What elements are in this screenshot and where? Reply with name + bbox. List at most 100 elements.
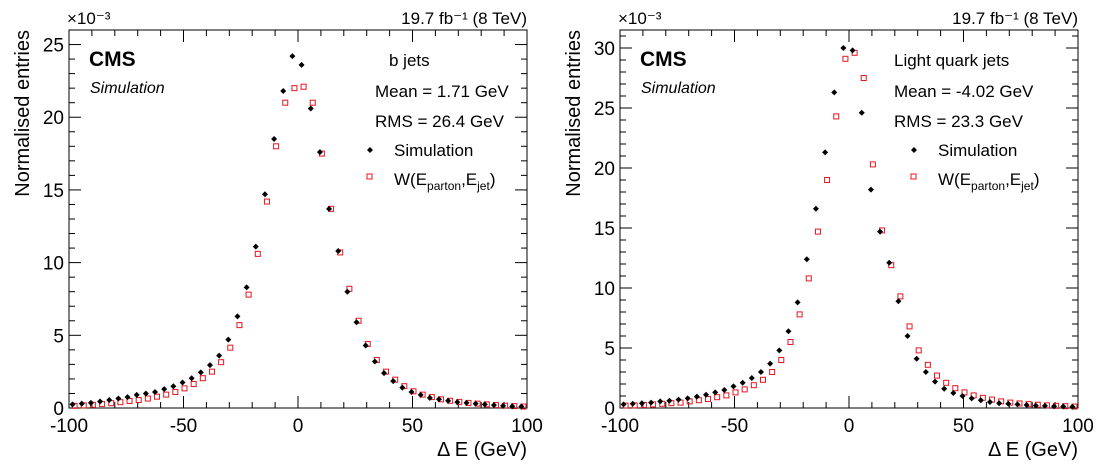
left-sim-point — [298, 61, 305, 68]
left-sim-point — [124, 394, 131, 401]
left-sim-point — [69, 401, 76, 408]
left-sim-point — [490, 402, 497, 409]
left-sim-point — [344, 288, 351, 295]
right-w-point — [759, 376, 766, 383]
left-sim-point — [225, 336, 232, 343]
left-x-tick-label: -100 — [50, 416, 88, 437]
left-sim-point — [362, 342, 369, 349]
right-sim-point — [794, 299, 801, 306]
right-w-point — [814, 228, 821, 235]
left-y-tick-label: 5 — [53, 326, 64, 347]
right-sim-point — [867, 186, 874, 193]
right-y-axis-label: Normalised entries — [563, 30, 585, 197]
right-y-tick-label: 30 — [594, 39, 615, 60]
right-sim-point — [721, 387, 728, 393]
left-w-point — [218, 359, 225, 366]
left-sim-point — [463, 399, 470, 406]
right-mean-label: Mean = -4.02 GeV — [894, 82, 1034, 101]
right-sim-point — [1014, 401, 1021, 408]
right-w-point — [741, 386, 748, 393]
right-sim-point — [1032, 402, 1039, 409]
left-sim-point — [518, 403, 525, 410]
left-sim-point — [115, 395, 122, 402]
right-w-point — [906, 323, 913, 330]
right-x-tick-label: -50 — [721, 416, 748, 437]
right-sim-point — [904, 333, 911, 339]
right-w-point — [750, 382, 757, 389]
left-w-point — [190, 381, 197, 388]
left-cms-label: CMS — [89, 48, 136, 71]
left-w-point — [181, 385, 188, 392]
right-sim-point — [1005, 400, 1012, 407]
right-sim-point — [812, 205, 819, 212]
left-rms-label: RMS = 26.4 GeV — [375, 112, 505, 131]
left-sim-point — [188, 375, 195, 382]
left-sim-point — [371, 358, 378, 365]
left-sim-point — [289, 53, 296, 60]
left-sim-point — [243, 284, 250, 291]
right-sim-point — [932, 378, 939, 385]
left-w-point — [208, 368, 215, 375]
right-sim-point — [675, 396, 682, 403]
right-sim-point — [776, 347, 783, 354]
right-sim-point — [959, 393, 966, 399]
right-w-point — [833, 113, 840, 120]
right-sim-point — [1060, 403, 1067, 410]
right-sim-point — [657, 398, 664, 405]
left-w-point — [273, 143, 280, 150]
right-w-point — [695, 397, 702, 404]
left-sim-point — [509, 403, 516, 410]
right-sim-point — [849, 47, 856, 54]
right-exponent-label: ×10⁻³ — [618, 9, 662, 28]
left-sim-point — [106, 397, 113, 404]
left-mean-label: Mean = 1.71 GeV — [375, 82, 509, 101]
left-legend: Simulation W(Eparton,Ejet) — [366, 141, 496, 193]
right-w-point — [961, 389, 968, 396]
left-y-axis-label: Normalised entries — [12, 30, 34, 197]
left-sim-point — [161, 386, 168, 393]
left-luminosity-label: 19.7 fb⁻¹ (8 TeV) — [401, 9, 527, 28]
left-legend-sim-label: Simulation — [394, 141, 473, 160]
right-y-tick-label: 25 — [594, 99, 615, 120]
left-w-point — [199, 375, 206, 382]
left-sim-point — [261, 191, 268, 198]
right-sim-point — [913, 355, 920, 362]
right-y-tick-label: 10 — [594, 279, 615, 300]
left-sim-point — [307, 105, 314, 112]
left-sim-point — [326, 205, 333, 212]
left-panel: ×10⁻³ 19.7 fb⁻¹ (8 TeV) CMS Simulation b… — [12, 9, 543, 461]
left-sim-point — [142, 390, 149, 397]
right-w-point — [796, 311, 803, 318]
left-sim-point — [500, 402, 507, 409]
right-sim-point — [629, 400, 636, 407]
left-sim-point — [381, 370, 388, 377]
left-x-tick-label: 50 — [402, 416, 423, 437]
left-x-tick-label: 100 — [511, 416, 543, 437]
left-sim-point — [179, 379, 186, 386]
right-legend: Simulation W(Eparton,Ejet) — [910, 141, 1040, 193]
right-legend-w-marker — [910, 173, 917, 180]
right-y-tick-label: 15 — [594, 219, 615, 240]
right-w-point — [842, 55, 849, 62]
right-rms-label: RMS = 23.3 GeV — [894, 112, 1024, 131]
right-cms-label: CMS — [640, 48, 687, 71]
right-sim-point — [1069, 403, 1076, 410]
left-simulation-label: Simulation — [90, 80, 165, 97]
right-sim-point — [968, 395, 975, 402]
right-w-point — [934, 372, 941, 379]
right-sim-point — [922, 369, 929, 375]
right-sim-point — [748, 375, 755, 381]
right-legend-sim-label: Simulation — [938, 141, 1017, 160]
right-x-tick-label: -100 — [601, 416, 639, 437]
right-sim-point — [684, 395, 691, 402]
right-x-axis-label: Δ E (GeV) — [988, 439, 1078, 461]
right-sim-point — [950, 390, 957, 396]
right-w-point — [860, 75, 867, 81]
left-sim-point — [87, 399, 94, 406]
right-x-tick-label: 0 — [844, 416, 855, 437]
right-w-point — [869, 161, 876, 168]
left-sim-point — [271, 136, 278, 143]
left-w-point — [227, 344, 234, 351]
right-panel: ×10⁻³ 19.7 fb⁻¹ (8 TeV) CMS Simulation L… — [563, 9, 1094, 461]
